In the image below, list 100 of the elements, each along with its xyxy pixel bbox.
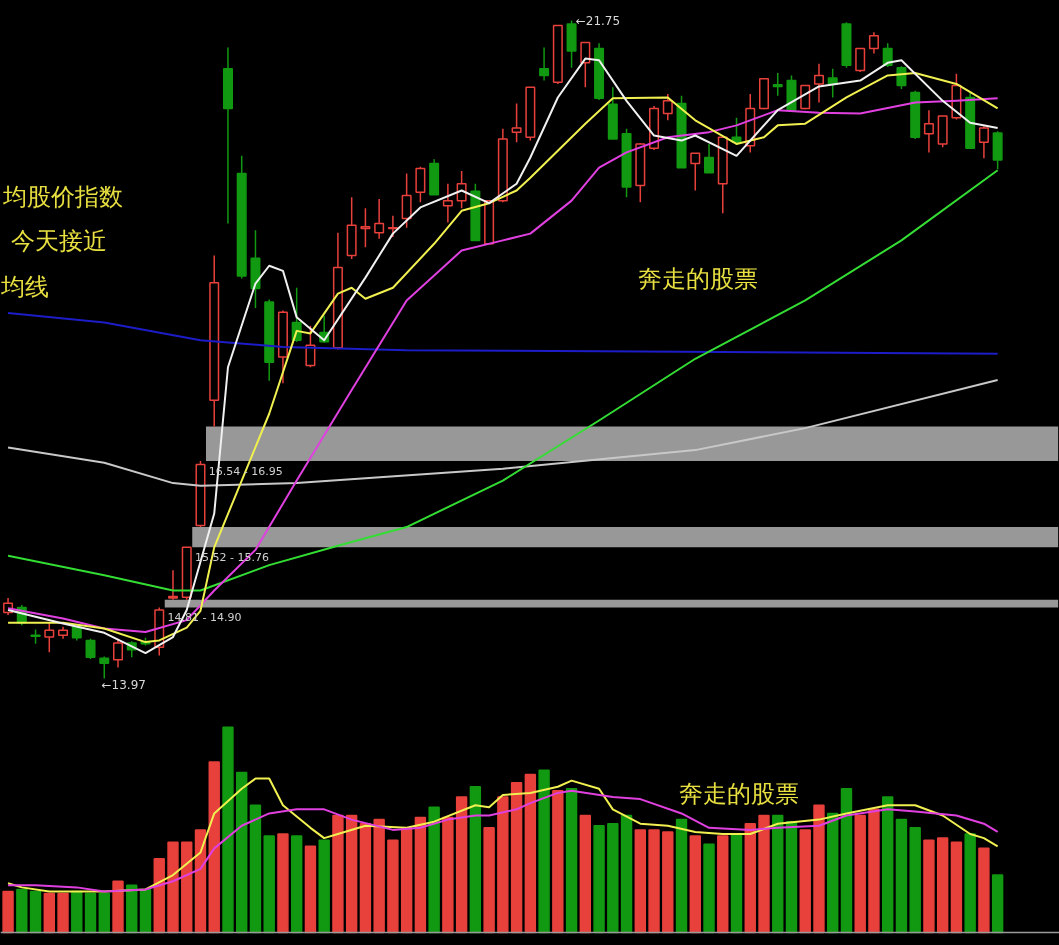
- bar: [222, 726, 234, 934]
- annotation: 均股价指数: [1, 182, 123, 211]
- candlestick: [923, 109, 934, 154]
- bar: [813, 804, 825, 934]
- bar: [991, 874, 1004, 934]
- bar: [387, 839, 399, 934]
- annotation: 奔走的股票: [678, 779, 799, 808]
- bar: [359, 822, 372, 934]
- bar: [373, 818, 385, 934]
- candlestick: [704, 143, 715, 174]
- candlestick: [415, 166, 426, 204]
- bar: [923, 839, 935, 934]
- candlestick: [442, 182, 453, 224]
- bar: [16, 888, 28, 934]
- bar: [717, 835, 729, 934]
- annotation: 奔走的股票: [637, 264, 758, 293]
- bar: [455, 796, 468, 934]
- candlestick: [85, 637, 96, 660]
- candlestick: [690, 152, 701, 192]
- candlestick: [855, 47, 866, 73]
- bar: [634, 829, 646, 934]
- bar: [126, 884, 138, 934]
- bar: [428, 806, 440, 934]
- bar: [744, 822, 756, 934]
- candlestick: [511, 102, 522, 144]
- bar: [43, 892, 55, 934]
- bar: [510, 781, 523, 934]
- bar: [332, 814, 344, 934]
- bar: [703, 843, 715, 934]
- bar: [840, 788, 853, 934]
- annotation: 均线: [0, 272, 49, 301]
- candlestick: [360, 207, 371, 248]
- candlestick: [978, 125, 989, 160]
- bar: [730, 833, 743, 934]
- bar: [524, 773, 537, 934]
- bar: [318, 839, 330, 934]
- candlestick: [580, 41, 591, 89]
- bar: [414, 816, 427, 934]
- bar: [662, 831, 674, 934]
- bar: [936, 837, 949, 934]
- bar: [400, 827, 413, 934]
- annotation: ←13.97: [101, 678, 146, 693]
- bar: [895, 818, 908, 934]
- bar: [579, 814, 592, 934]
- bar: [565, 788, 578, 934]
- candlestick: [167, 569, 178, 601]
- candlestick: [113, 637, 124, 669]
- bar: [290, 835, 303, 934]
- candlestick: [731, 117, 742, 146]
- bar: [785, 820, 798, 934]
- candlestick: [813, 62, 824, 104]
- bar: [139, 888, 152, 934]
- bar: [593, 825, 605, 934]
- bar: [538, 769, 550, 934]
- candlestick: [374, 198, 385, 240]
- bar: [469, 786, 482, 934]
- bar: [552, 790, 564, 934]
- bar: [758, 814, 770, 934]
- bar: [57, 892, 69, 934]
- bar: [345, 814, 358, 934]
- candlestick: [662, 93, 673, 122]
- bar: [112, 880, 124, 934]
- bar: [277, 833, 289, 934]
- bar: [236, 771, 248, 934]
- bar: [978, 847, 990, 934]
- bar: [2, 890, 14, 934]
- bar: [497, 796, 509, 934]
- bar: [98, 892, 110, 934]
- bar: [882, 796, 894, 934]
- candlestick: [401, 172, 412, 229]
- bar: [304, 845, 317, 934]
- bar: [167, 841, 179, 934]
- bar: [249, 804, 262, 934]
- bar: [799, 829, 811, 934]
- bar: [909, 827, 921, 934]
- annotation: 今天接近: [10, 226, 107, 255]
- bar: [442, 816, 454, 934]
- bar: [950, 841, 963, 934]
- bar: [263, 835, 275, 934]
- candlestick: [772, 72, 783, 97]
- annotation: ←21.75: [575, 13, 621, 28]
- bar: [208, 761, 220, 934]
- candlestick: [44, 621, 55, 653]
- bar: [483, 827, 495, 934]
- bar: [620, 814, 633, 934]
- bar: [854, 814, 866, 934]
- bar: [29, 890, 42, 934]
- bar: [607, 822, 619, 934]
- bar: [868, 808, 880, 934]
- bar: [71, 890, 83, 934]
- bar: [648, 829, 660, 934]
- bar: [181, 841, 193, 934]
- bar: [675, 818, 688, 934]
- candlestick: [868, 31, 879, 55]
- bar: [689, 835, 701, 934]
- bar: [964, 833, 976, 934]
- candlestick: [99, 655, 110, 680]
- bar: [827, 812, 839, 934]
- bar: [84, 892, 97, 934]
- bar: [772, 814, 784, 934]
